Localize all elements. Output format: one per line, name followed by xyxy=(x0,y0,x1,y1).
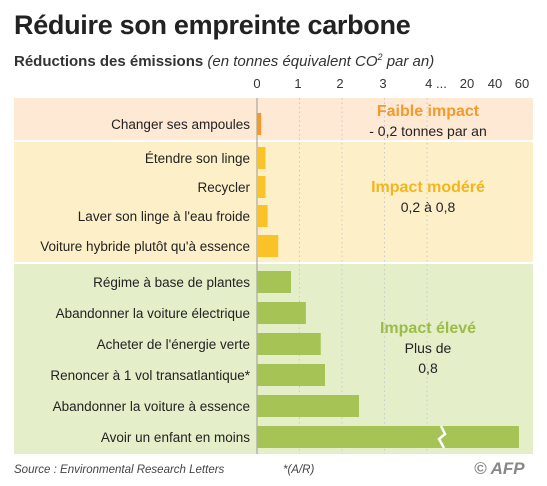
x-tick-label: 1 xyxy=(294,76,301,91)
bar xyxy=(257,302,306,324)
bar xyxy=(257,176,266,198)
bar xyxy=(257,333,321,355)
category-label: Renoncer à 1 vol transatlantique* xyxy=(50,368,250,383)
bar xyxy=(257,271,291,293)
legend-title-mid: Impact modéré xyxy=(371,179,485,196)
category-label: Étendre son linge xyxy=(145,151,250,166)
bar xyxy=(257,426,519,448)
bar xyxy=(257,364,325,386)
x-tick-label: 2 xyxy=(336,76,343,91)
x-tick-label: 0 xyxy=(253,76,260,91)
bar xyxy=(257,205,268,227)
source-note: Source : Environmental Research Letters xyxy=(14,464,225,476)
category-label: Abandonner la voiture électrique xyxy=(56,306,250,321)
category-label: Avoir un enfant en moins xyxy=(101,430,250,445)
footnote: *(A/R) xyxy=(283,464,315,476)
category-label: Laver son linge à l'eau froide xyxy=(78,209,250,224)
x-tick-label: 60 xyxy=(515,76,529,91)
category-label: Abandonner la voiture à essence xyxy=(53,399,250,414)
legend-detail-low: - 0,2 tonnes par an xyxy=(369,123,487,139)
category-label: Acheter de l'énergie verte xyxy=(97,337,250,352)
bar xyxy=(257,147,266,169)
axis-break-mark xyxy=(437,425,447,449)
x-tick-label: 40 xyxy=(488,76,502,91)
x-tick-label: 3 xyxy=(379,76,386,91)
x-tick-label: 20 xyxy=(460,76,474,91)
legend-title-high: Impact élevé xyxy=(380,320,476,337)
category-label: Régime à base de plantes xyxy=(93,275,250,290)
legend-detail-high: 0,8 xyxy=(418,360,438,376)
category-label: Recycler xyxy=(197,180,250,195)
subtitle-unit: (en tonnes équivalent CO2 par an) xyxy=(207,52,435,70)
category-label: Voiture hybride plutôt qu'à essence xyxy=(40,239,250,254)
legend-title-low: Faible impact xyxy=(377,103,480,120)
legend-detail-high: Plus de xyxy=(405,340,452,356)
afp-logo: © AFP xyxy=(474,459,525,478)
band-low xyxy=(14,98,533,140)
subtitle-main: Réductions des émissions xyxy=(14,53,204,70)
chart-subtitle: Réductions des émissions (en tonnes équi… xyxy=(14,52,434,70)
legend-detail-mid: 0,2 à 0,8 xyxy=(401,199,456,215)
bar xyxy=(257,113,262,135)
bar xyxy=(257,395,359,417)
category-label: Changer ses ampoules xyxy=(111,117,250,132)
x-tick-label: 4 ... xyxy=(425,76,447,91)
page-title: Réduire son empreinte carbone xyxy=(14,10,411,40)
band-high xyxy=(14,264,533,454)
bar xyxy=(257,235,279,257)
